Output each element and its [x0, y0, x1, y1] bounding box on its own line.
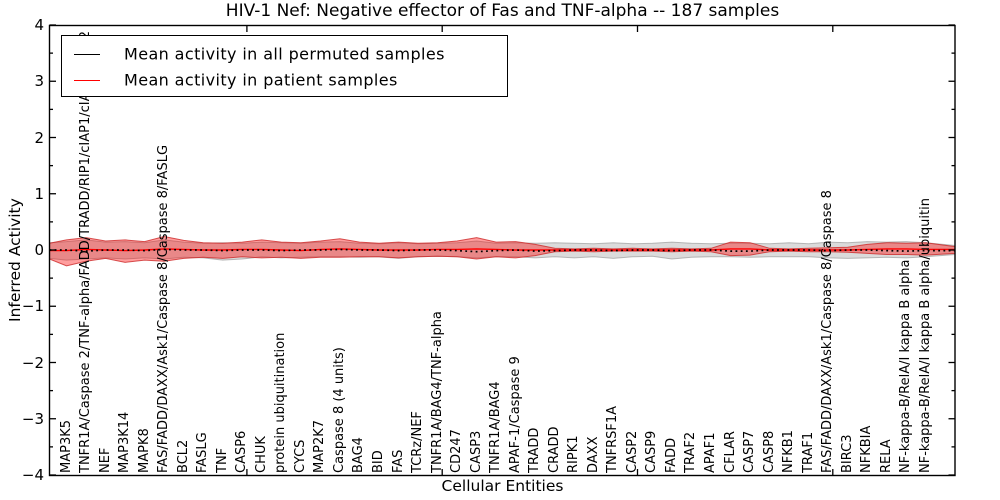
y-tick-label: −1: [21, 297, 44, 316]
chart-title: HIV-1 Nef: Negative effector of Fas and …: [225, 1, 780, 21]
y-tick-label: 4: [34, 16, 44, 34]
y-tick-label: −2: [21, 353, 44, 372]
mean-line: [49, 248, 955, 253]
y-axis-label: Inferred Activity: [6, 198, 24, 322]
y-tick-label: 1: [34, 184, 44, 203]
legend-entry-permuted: Mean activity in all permuted samples: [62, 41, 507, 67]
y-tick-label: −3: [21, 409, 44, 428]
legend-entry-patient: Mean activity in patient samples: [62, 67, 507, 93]
y-tick-label: 2: [34, 128, 44, 147]
x-axis-label: Cellular Entities: [441, 477, 564, 495]
legend-entry-label: Mean activity in all permuted samples: [124, 44, 445, 64]
y-tick-label: 0: [34, 241, 44, 259]
legend: Mean activity in all permuted samples Me…: [61, 35, 508, 97]
y-tick-label: 3: [34, 72, 44, 91]
permuted-line-swatch-icon: [74, 54, 100, 55]
y-tick-label: −4: [21, 466, 44, 484]
patient-line-swatch-icon: [74, 80, 100, 81]
legend-entry-label: Mean activity in patient samples: [124, 70, 398, 90]
